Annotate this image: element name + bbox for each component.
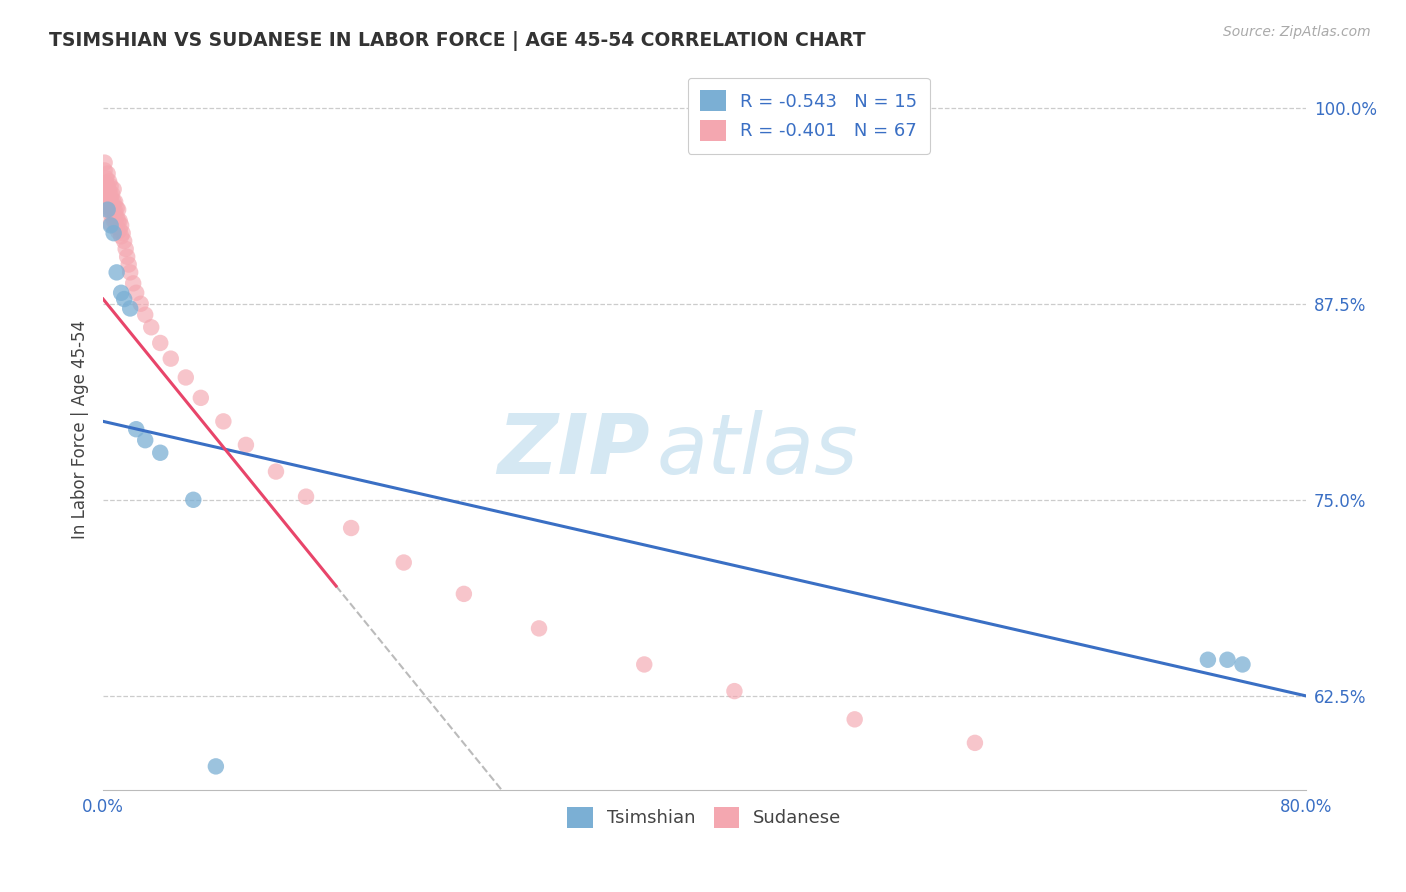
Point	[110, 229, 132, 244]
Point	[105, 211, 128, 225]
Point	[94, 176, 117, 190]
Point	[1216, 653, 1239, 667]
Text: ZIP: ZIP	[498, 410, 650, 491]
Point	[392, 556, 415, 570]
Point	[453, 587, 475, 601]
Point	[93, 155, 115, 169]
Point	[103, 194, 125, 209]
Point	[235, 438, 257, 452]
Text: Source: ZipAtlas.com: Source: ZipAtlas.com	[1223, 25, 1371, 39]
Point	[103, 182, 125, 196]
Point	[97, 198, 120, 212]
Point	[212, 414, 235, 428]
Point	[101, 186, 124, 201]
Point	[98, 174, 121, 188]
Point	[340, 521, 363, 535]
Point	[100, 188, 122, 202]
Point	[98, 201, 121, 215]
Point	[134, 433, 156, 447]
Point	[104, 213, 127, 227]
Point	[129, 297, 152, 311]
Point	[94, 171, 117, 186]
Point	[107, 213, 129, 227]
Point	[122, 277, 145, 291]
Point	[94, 188, 117, 202]
Point	[97, 186, 120, 201]
Point	[104, 204, 127, 219]
Point	[97, 179, 120, 194]
Point	[107, 202, 129, 217]
Point	[100, 217, 122, 231]
Point	[100, 198, 122, 212]
Point	[264, 465, 287, 479]
Point	[107, 225, 129, 239]
Point	[112, 292, 135, 306]
Point	[723, 684, 745, 698]
Y-axis label: In Labor Force | Age 45-54: In Labor Force | Age 45-54	[72, 319, 89, 539]
Point	[94, 194, 117, 209]
Point	[125, 285, 148, 300]
Point	[963, 736, 986, 750]
Point	[118, 258, 141, 272]
Point	[159, 351, 181, 366]
Point	[104, 194, 127, 209]
Point	[112, 234, 135, 248]
Point	[93, 163, 115, 178]
Point	[141, 320, 163, 334]
Point	[111, 226, 134, 240]
Point	[94, 182, 117, 196]
Point	[205, 759, 228, 773]
Point	[149, 335, 172, 350]
Point	[97, 202, 120, 217]
Point	[181, 492, 204, 507]
Point	[527, 621, 550, 635]
Text: TSIMSHIAN VS SUDANESE IN LABOR FORCE | AGE 45-54 CORRELATION CHART: TSIMSHIAN VS SUDANESE IN LABOR FORCE | A…	[49, 31, 866, 51]
Point	[98, 184, 121, 198]
Point	[125, 422, 148, 436]
Text: atlas: atlas	[657, 410, 858, 491]
Point	[110, 219, 132, 233]
Point	[174, 370, 197, 384]
Point	[108, 223, 131, 237]
Point	[120, 265, 142, 279]
Point	[103, 213, 125, 227]
Point	[101, 196, 124, 211]
Point	[115, 250, 138, 264]
Point	[108, 213, 131, 227]
Point	[105, 201, 128, 215]
Point	[295, 490, 318, 504]
Point	[100, 179, 122, 194]
Point	[105, 219, 128, 234]
Point	[100, 207, 122, 221]
Point	[110, 285, 132, 300]
Point	[149, 446, 172, 460]
Point	[105, 265, 128, 279]
Point	[120, 301, 142, 316]
Point	[100, 219, 122, 233]
Point	[190, 391, 212, 405]
Point	[134, 308, 156, 322]
Point	[98, 192, 121, 206]
Point	[103, 226, 125, 240]
Legend: Tsimshian, Sudanese: Tsimshian, Sudanese	[560, 800, 849, 835]
Point	[1197, 653, 1219, 667]
Point	[633, 657, 655, 672]
Point	[114, 242, 136, 256]
Point	[101, 206, 124, 220]
Point	[1232, 657, 1254, 672]
Point	[97, 167, 120, 181]
Point	[844, 712, 866, 726]
Point	[103, 204, 125, 219]
